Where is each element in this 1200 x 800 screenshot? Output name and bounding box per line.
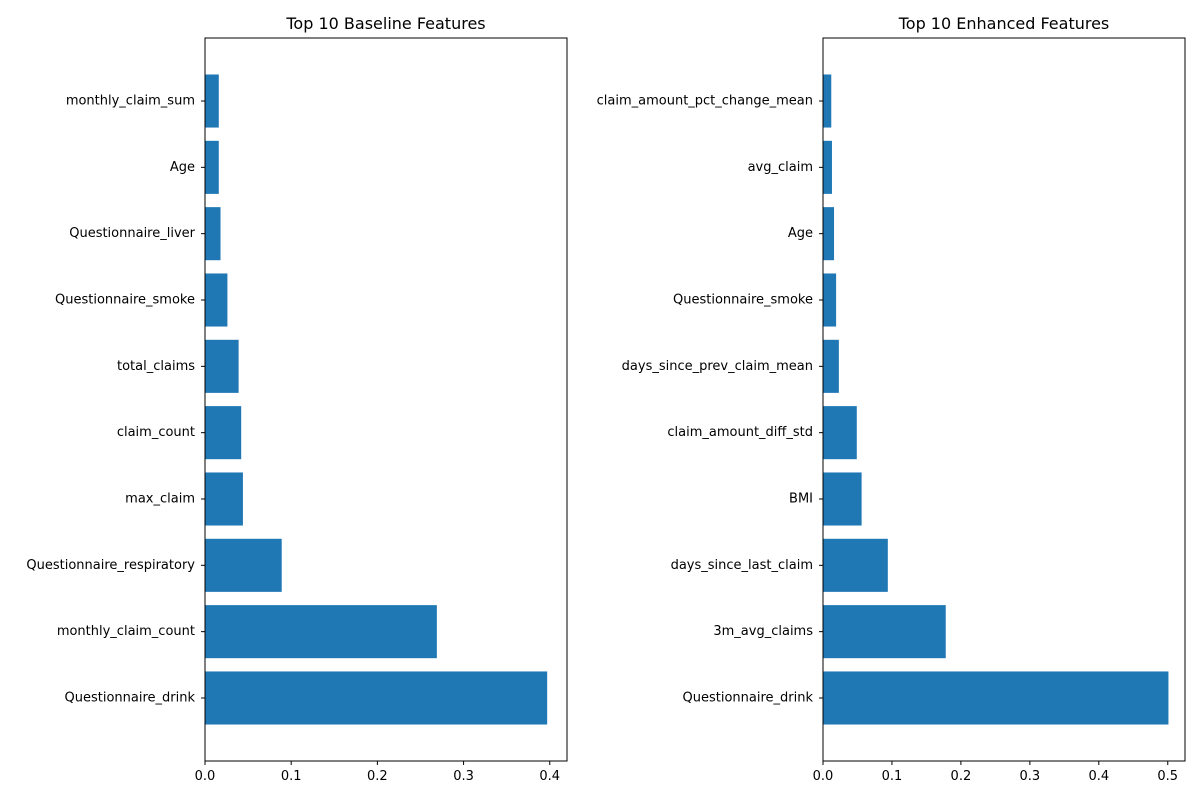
y-tick-label: Questionnaire_drink (683, 690, 814, 705)
y-tick-label: days_since_prev_claim_mean (622, 359, 813, 374)
y-tick-label: Questionnaire_drink (65, 690, 196, 705)
plot-frame (204, 37, 568, 762)
bar (823, 140, 832, 194)
y-tick-label: Questionnaire_smoke (673, 293, 813, 308)
bar (205, 207, 221, 261)
x-tick-label: 0.0 (195, 769, 216, 784)
bar (205, 339, 239, 393)
y-tick-label: monthly_claim_count (57, 624, 195, 639)
y-tick-label: claim_amount_diff_std (667, 425, 813, 440)
y-tick-label: claim_amount_pct_change_mean (597, 94, 813, 109)
y-tick-label: avg_claim (748, 160, 813, 175)
bar (823, 339, 839, 393)
y-tick-label: Questionnaire_respiratory (26, 558, 195, 573)
x-tick-label: 0.4 (539, 769, 560, 784)
baseline-features-chart: Top 10 Baseline Features Questionnaire_d… (26, 14, 568, 784)
x-tick-label: 0.5 (1157, 769, 1178, 784)
y-tick-label: Age (170, 160, 195, 175)
bar (205, 671, 548, 725)
bar (205, 406, 242, 460)
y-tick-label: Age (788, 226, 813, 241)
bar (205, 605, 437, 659)
x-tick-label: 0.0 (813, 769, 834, 784)
y-tick-label: 3m_avg_claims (713, 624, 813, 639)
bar (823, 273, 837, 327)
bar (205, 74, 219, 128)
x-tick-label: 0.3 (1020, 769, 1041, 784)
bar (823, 207, 835, 261)
y-tick-label: Questionnaire_liver (69, 226, 195, 241)
x-tick-label: 0.1 (882, 769, 903, 784)
bar (205, 273, 228, 327)
bar (205, 472, 243, 526)
y-tick-label: BMI (789, 491, 813, 506)
bar (205, 538, 282, 592)
enhanced-features-chart: Top 10 Enhanced Features Questionnaire_d… (597, 14, 1186, 784)
y-tick-label: Questionnaire_smoke (55, 293, 195, 308)
bar (823, 538, 888, 592)
x-tick-label: 0.1 (281, 769, 302, 784)
bar (823, 74, 832, 128)
y-tick-label: days_since_last_claim (671, 558, 813, 573)
bar (823, 605, 946, 659)
y-tick-label: claim_count (117, 425, 195, 440)
x-tick-label: 0.2 (951, 769, 972, 784)
y-tick-label: monthly_claim_sum (66, 94, 195, 109)
bar (823, 472, 862, 526)
y-tick-label: max_claim (125, 491, 195, 506)
chart-title: Top 10 Baseline Features (285, 14, 485, 33)
bar (823, 671, 1169, 725)
chart-title: Top 10 Enhanced Features (898, 14, 1110, 33)
bar (205, 140, 219, 194)
bar (823, 406, 857, 460)
x-tick-label: 0.2 (367, 769, 388, 784)
plot-frame (822, 37, 1186, 762)
y-tick-label: total_claims (117, 359, 195, 374)
x-tick-label: 0.4 (1088, 769, 1109, 784)
x-tick-label: 0.3 (453, 769, 474, 784)
